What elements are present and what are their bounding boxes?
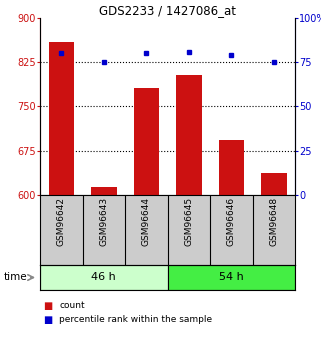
Text: count: count <box>59 302 85 310</box>
Text: GSM96643: GSM96643 <box>99 197 108 246</box>
Text: 54 h: 54 h <box>219 273 244 283</box>
Text: ■: ■ <box>43 315 52 325</box>
Text: time: time <box>3 273 27 283</box>
Title: GDS2233 / 1427086_at: GDS2233 / 1427086_at <box>99 4 236 17</box>
Bar <box>261 172 287 195</box>
Bar <box>219 140 244 195</box>
Bar <box>91 187 117 195</box>
Text: ■: ■ <box>43 301 52 311</box>
Bar <box>40 265 168 290</box>
Text: percentile rank within the sample: percentile rank within the sample <box>59 315 213 325</box>
Text: 46 h: 46 h <box>91 273 116 283</box>
Text: GSM96648: GSM96648 <box>269 197 278 246</box>
Text: GSM96644: GSM96644 <box>142 197 151 246</box>
Bar <box>168 265 295 290</box>
Text: GSM96645: GSM96645 <box>184 197 193 246</box>
Bar <box>134 88 159 195</box>
Text: GSM96646: GSM96646 <box>227 197 236 246</box>
Bar <box>48 42 74 195</box>
Text: GSM96642: GSM96642 <box>57 197 66 246</box>
Bar <box>176 75 202 195</box>
